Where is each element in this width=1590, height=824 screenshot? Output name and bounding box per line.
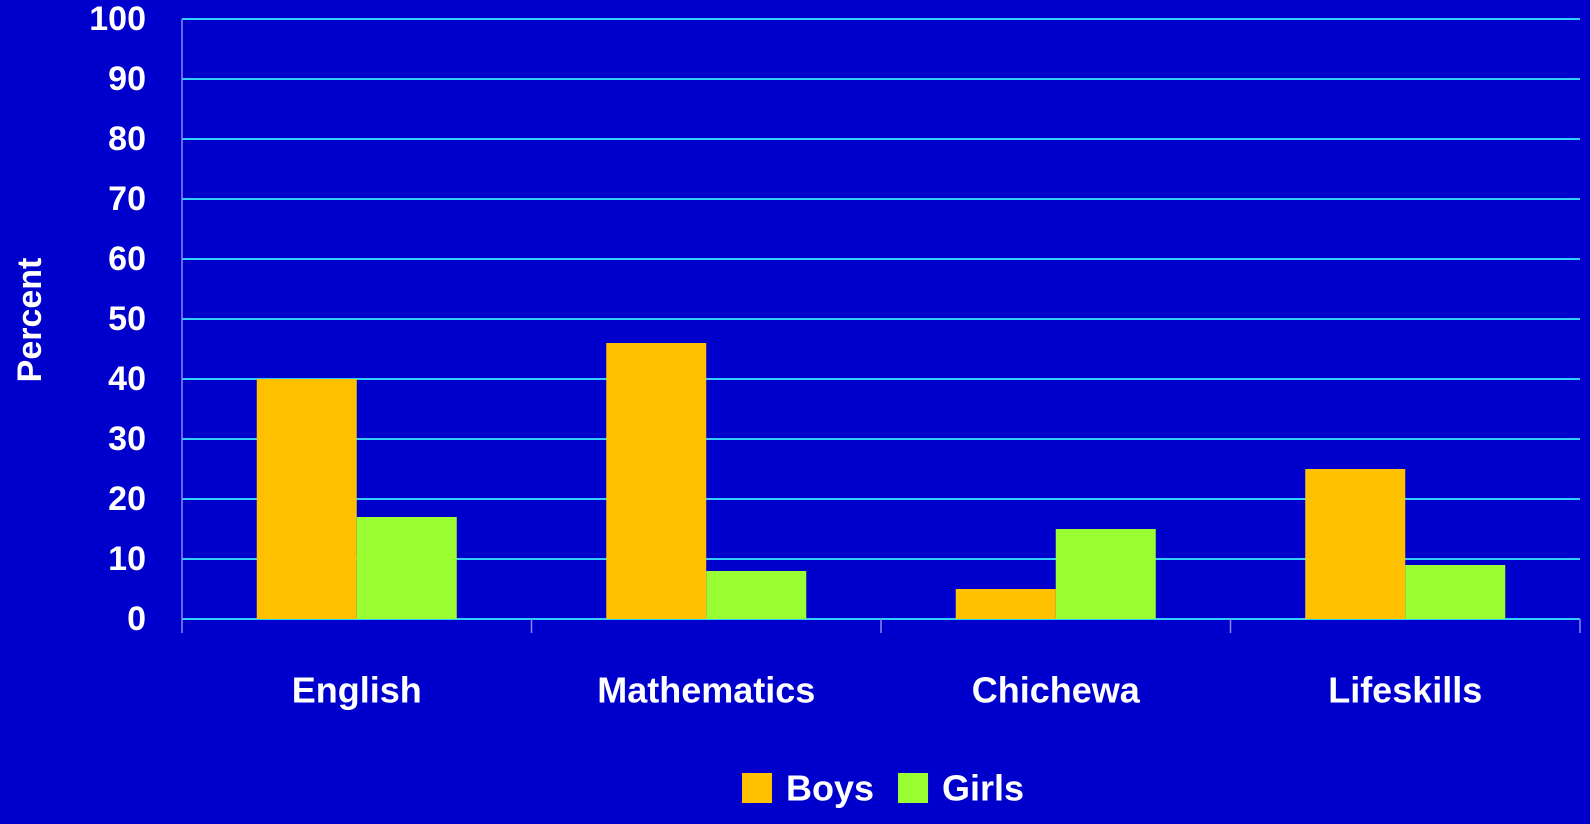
y-tick-label: 30 — [108, 420, 146, 458]
y-axis-label: Percent — [11, 258, 49, 383]
x-tick-label: Mathematics — [597, 670, 815, 711]
y-tick-label: 10 — [108, 540, 146, 578]
bar — [356, 517, 457, 619]
y-tick-label: 70 — [108, 180, 146, 218]
y-tick-label: 100 — [89, 0, 146, 38]
bar — [256, 379, 357, 619]
bar — [706, 571, 807, 619]
bar — [1305, 469, 1406, 619]
legend-swatch — [898, 773, 929, 803]
y-tick-label: 50 — [108, 300, 146, 338]
legend-swatch — [742, 773, 772, 803]
bar — [955, 589, 1056, 619]
x-tick-label: Lifeskills — [1328, 670, 1482, 711]
y-tick-label: 90 — [108, 60, 146, 98]
bar — [606, 343, 707, 619]
x-tick-label: Chichewa — [972, 670, 1141, 711]
legend-label: Boys — [786, 768, 874, 809]
y-tick-label: 0 — [127, 600, 146, 638]
y-tick-label: 20 — [108, 480, 146, 518]
legend-label: Girls — [942, 768, 1024, 809]
y-tick-label: 60 — [108, 240, 146, 278]
bar — [1055, 529, 1156, 619]
bar — [1405, 565, 1506, 619]
y-tick-label: 40 — [108, 360, 146, 398]
x-tick-label: English — [292, 670, 422, 711]
y-tick-label: 80 — [108, 120, 146, 158]
